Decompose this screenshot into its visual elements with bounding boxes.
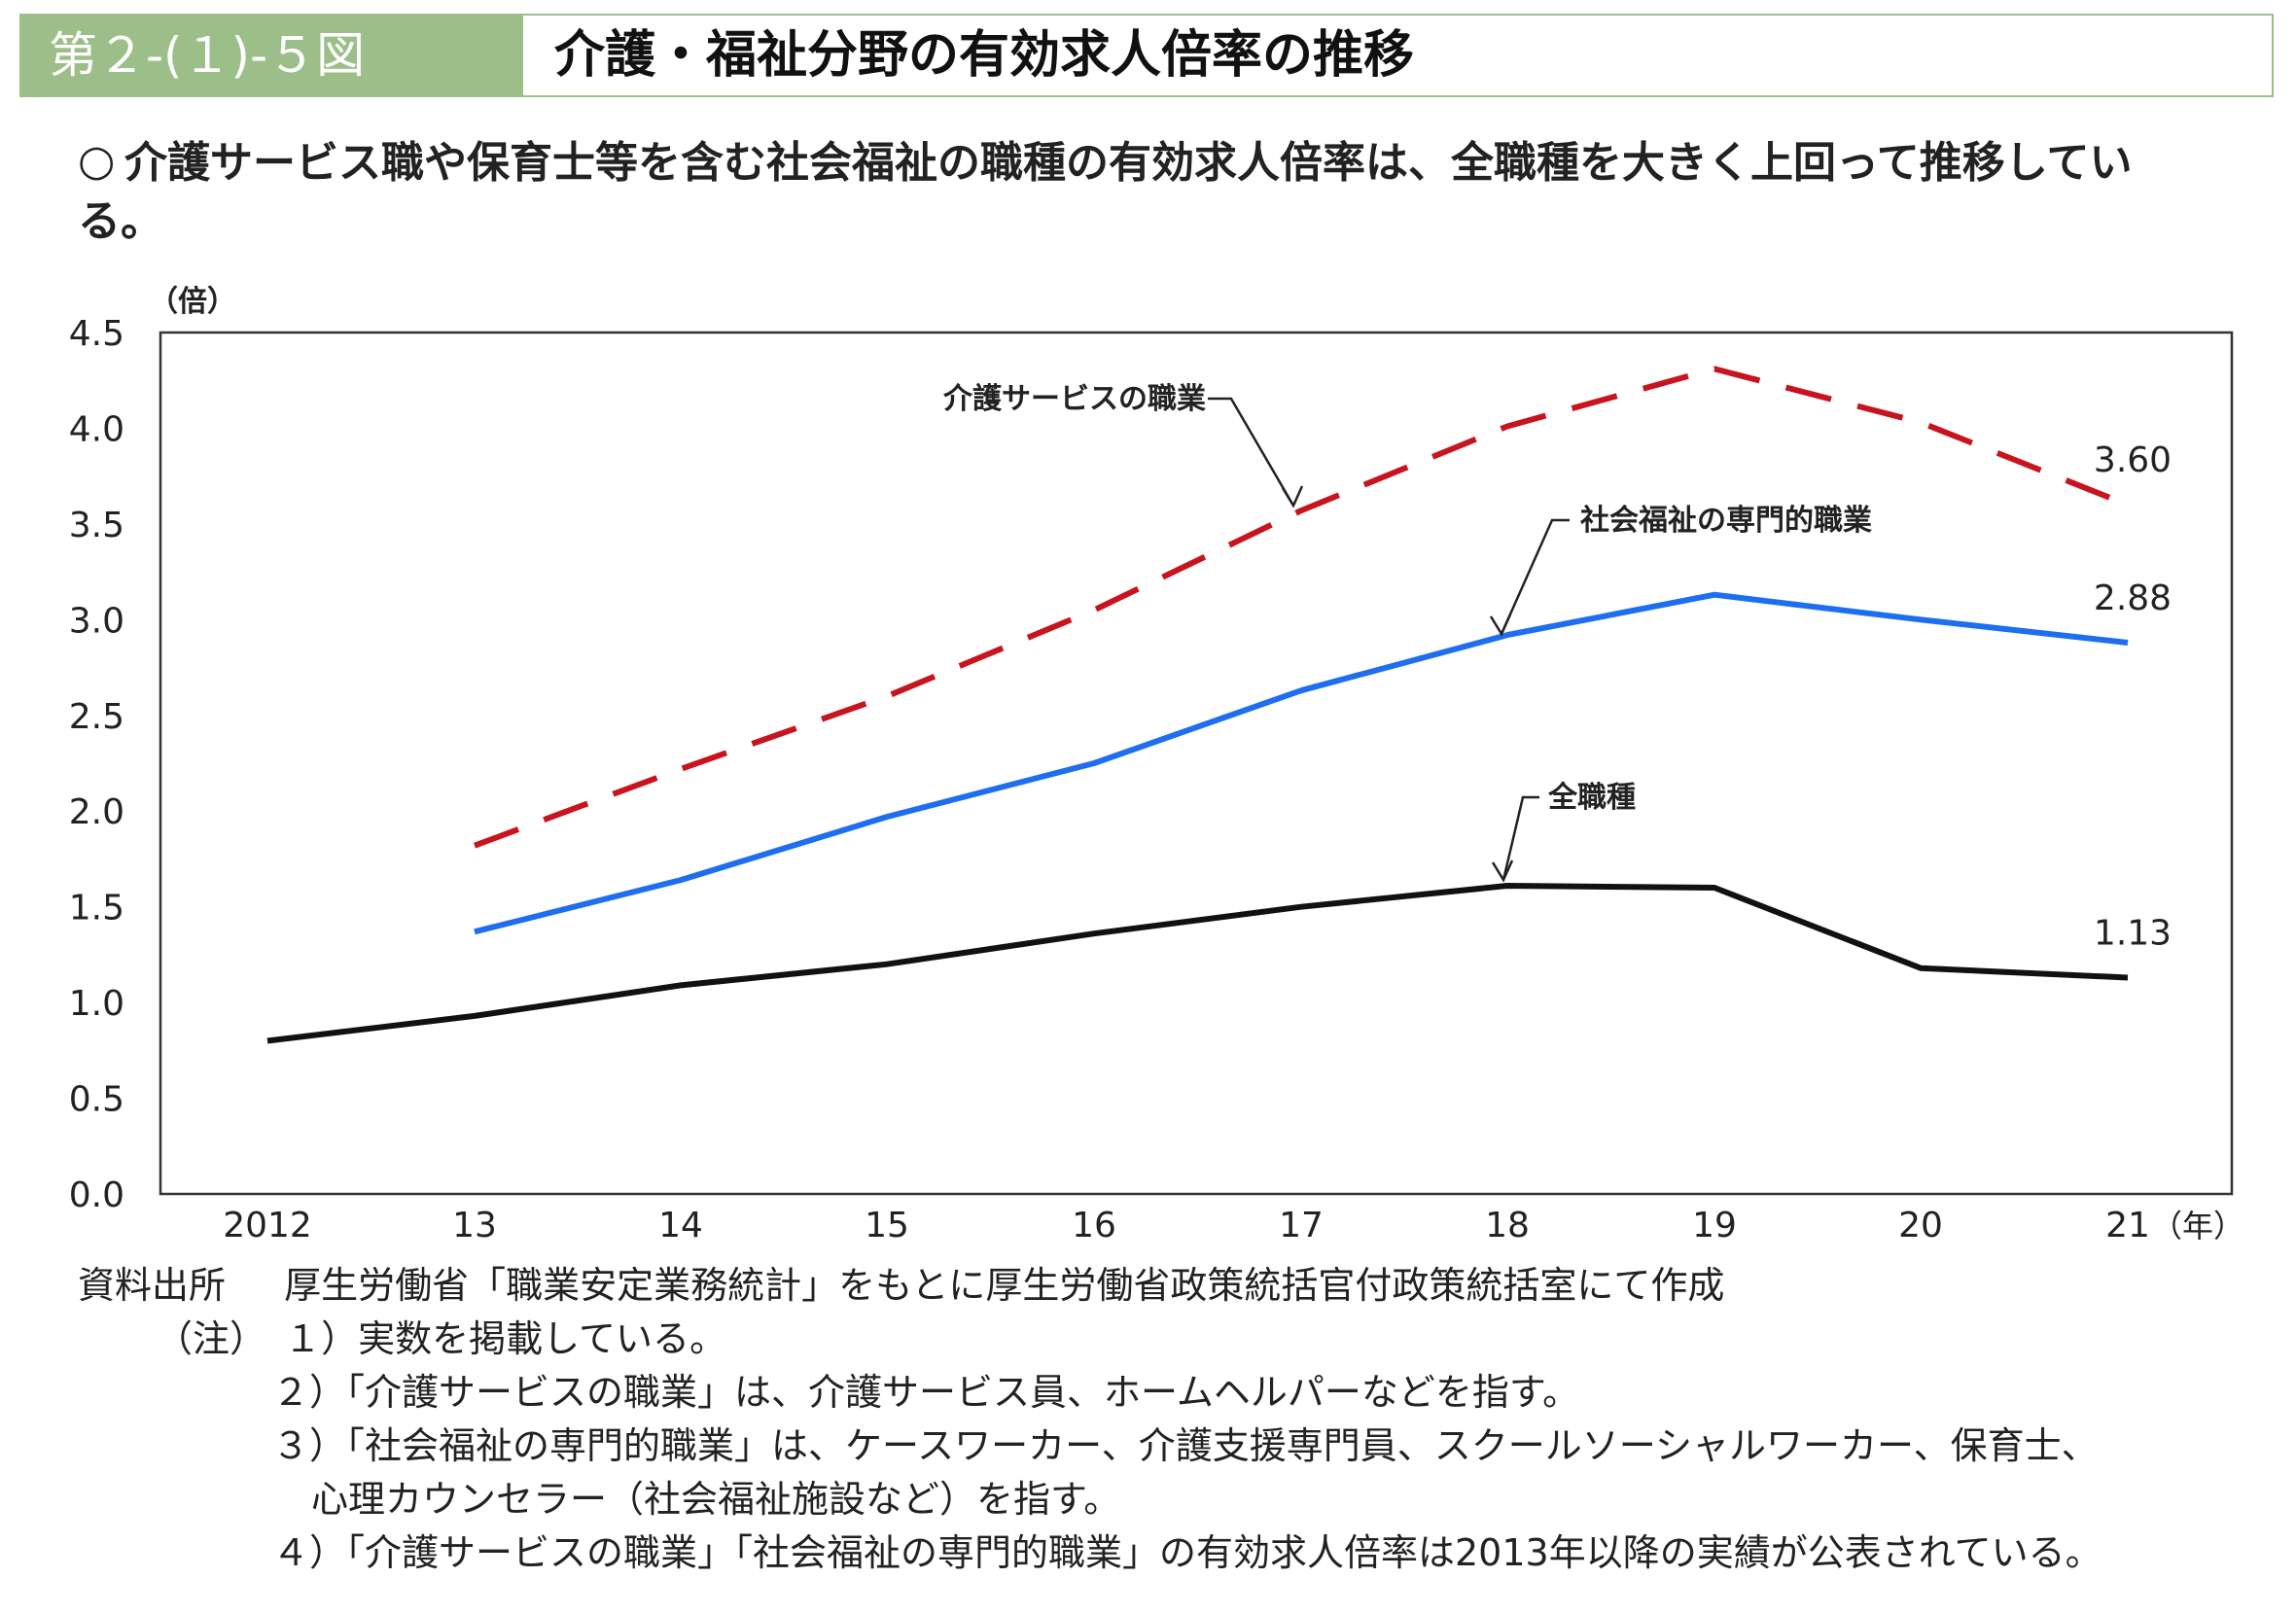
- line-chart: 0.0 0.5 1.0 1.5 2.0 2.5 3.0 3.5 4.0 4.5 （倍） 2012 13…: [69, 285, 2244, 1245]
- plot-frame: [159, 331, 2234, 1196]
- x-tick-label: 14: [658, 1206, 703, 1245]
- x-axis-label: （年）: [2151, 1208, 2244, 1245]
- y-tick-label: 1.5: [69, 889, 124, 929]
- x-tick-label: 16: [1072, 1206, 1116, 1245]
- data-label: 2.88: [2094, 579, 2172, 618]
- y-tick-label: 1.0: [69, 984, 124, 1024]
- note-item-2: ２）「介護サービスの職業」は、介護サービス員、ホームヘルパーなどを指す。: [272, 1371, 1580, 1414]
- y-tick-label: 4.0: [69, 409, 124, 449]
- x-tick-label: 17: [1279, 1206, 1324, 1245]
- note-item-1: １）実数を掲載している。: [284, 1317, 726, 1360]
- notes: 資料出所 厚生労働省「職業安定業務統計」をもとに厚生労働省政策統括官付政策統括室…: [78, 1259, 2102, 1580]
- note-row-1: （注） １）実数を掲載している。: [78, 1313, 2102, 1366]
- x-tick-label: 20: [1898, 1206, 1943, 1245]
- figure-title-bar: 第２-(１)-５図 介護・福祉分野の有効求人倍率の推移: [19, 14, 2274, 97]
- series-line: [474, 591, 2129, 935]
- y-tick-label: 0.5: [69, 1080, 124, 1120]
- y-axis-label: （倍）: [149, 285, 236, 319]
- data-label: 3.60: [2094, 440, 2172, 480]
- leader-line: [1500, 518, 1570, 635]
- x-tick-label: 18: [1485, 1206, 1530, 1245]
- y-tick-label: 2.0: [69, 792, 124, 832]
- y-tick-label: 3.0: [69, 601, 124, 641]
- source-text: 厚生労働省「職業安定業務統計」をもとに厚生労働省政策統括官付政策統括室にて作成: [284, 1264, 1725, 1307]
- y-tick-label: 3.5: [69, 506, 124, 545]
- series-name-label: 社会福祉の専門的職業: [1580, 504, 1872, 538]
- data-label: 1.13: [2094, 914, 2172, 954]
- source-row: 資料出所 厚生労働省「職業安定業務統計」をもとに厚生労働省政策統括官付政策統括室…: [78, 1259, 2102, 1313]
- arrowhead-icon: [1489, 614, 1512, 637]
- series-name-label: 全職種: [1547, 781, 1636, 815]
- x-tick-label: 2012: [223, 1206, 312, 1245]
- y-tick-label: 4.5: [69, 314, 124, 354]
- note-label: （注）: [156, 1317, 267, 1360]
- series-line: [266, 883, 2129, 1044]
- x-tick-label: 21: [2105, 1206, 2150, 1245]
- note-item-4: ４）「介護サービスの職業」「社会福祉の専門的職業」の有効求人倍率は2013年以降…: [272, 1531, 2102, 1574]
- leader-line: [1208, 397, 1295, 507]
- y-tick-label: 0.0: [69, 1175, 124, 1215]
- note-item-3: ３）「社会福祉の専門的職業」は、ケースワーカー、介護支援専門員、スクールソーシャ…: [272, 1424, 2099, 1467]
- source-label: 資料出所: [78, 1264, 227, 1307]
- x-axis: 2012 13 14 15 16 17 18 19 20 21 （年）: [223, 1206, 2244, 1245]
- summary-bullet: ○: [78, 136, 116, 186]
- y-tick-label: 2.5: [69, 697, 124, 737]
- series-name-label: 介護サービスの職業: [942, 382, 1206, 416]
- arrowhead-icon: [1491, 859, 1514, 883]
- x-tick-label: 15: [865, 1206, 909, 1245]
- x-tick-label: 19: [1692, 1206, 1737, 1245]
- x-tick-label: 13: [452, 1206, 497, 1245]
- arrowhead-icon: [1281, 485, 1304, 508]
- note-item-3-continued: 心理カウンセラー（社会福祉施設など）を指す。: [311, 1478, 1121, 1521]
- figure-number: 第２-(１)-５図: [21, 16, 523, 95]
- figure-title: 介護・福祉分野の有効求人倍率の推移: [554, 26, 1415, 85]
- y-axis: 0.0 0.5 1.0 1.5 2.0 2.5 3.0 3.5 4.0 4.5 （倍）: [69, 285, 236, 1215]
- leader-line: [1501, 795, 1539, 881]
- summary-text: 介護サービス職や保育士等を含む社会福祉の職種の有効求人倍率は、全職種を大きく上回…: [78, 138, 2133, 246]
- series-line: [473, 366, 2130, 849]
- series-layer: [266, 366, 2130, 1044]
